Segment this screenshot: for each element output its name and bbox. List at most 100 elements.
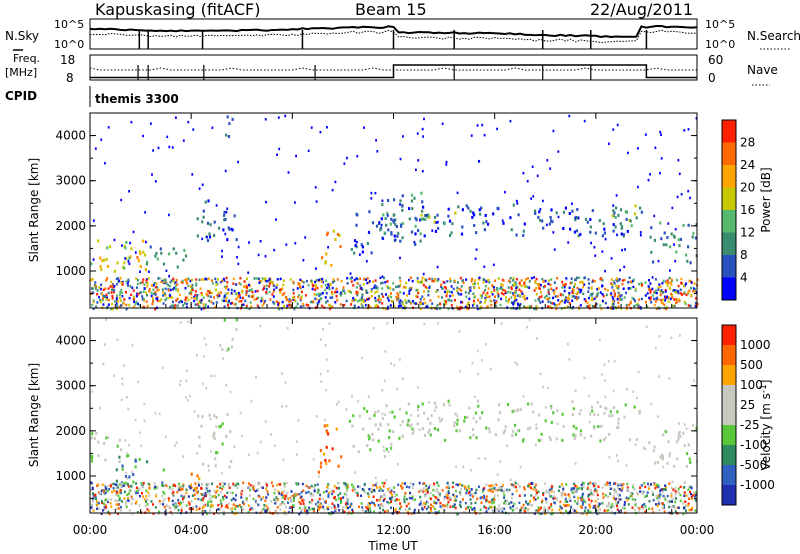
- velocity-near-cell: [204, 503, 207, 507]
- power-cell: [485, 220, 488, 224]
- power-near-cell: [416, 280, 419, 283]
- power-near-cell: [171, 296, 174, 299]
- velocity-near-cell: [154, 506, 157, 509]
- power-near-cell: [340, 279, 343, 283]
- power-near-cell: [374, 299, 377, 303]
- velocity-near-cell: [587, 486, 589, 490]
- velocity-near-cell: [663, 503, 665, 507]
- velocity-near-cell: [442, 504, 445, 507]
- power-cell: [383, 231, 386, 235]
- power-sparse-cell: [470, 134, 473, 137]
- power-near-cell: [578, 276, 580, 279]
- velocity-sparse-cell: [248, 486, 251, 490]
- power-near-cell: [231, 301, 234, 305]
- power-sparse-cell: [349, 272, 352, 275]
- power-cell: [602, 222, 605, 226]
- power-near-cell: [133, 305, 136, 308]
- velocity-near-cell: [519, 508, 522, 512]
- power-near-cell: [139, 291, 142, 295]
- velocity-near-cell: [604, 494, 607, 497]
- power-near-cell: [265, 290, 268, 294]
- velocity-cell: [215, 415, 218, 419]
- power-near-cell: [335, 295, 338, 298]
- velocity-near-cell: [651, 507, 654, 510]
- velocity-near-cell: [288, 506, 291, 509]
- power-cell: [679, 237, 682, 241]
- power-near-cell: [197, 301, 200, 304]
- power-near-cell: [429, 299, 432, 302]
- power-near-cell: [279, 277, 282, 281]
- power-near-cell: [543, 285, 546, 288]
- power-near-cell: [334, 290, 337, 294]
- velocity-near-cell: [545, 501, 548, 504]
- power-near-cell: [329, 282, 332, 286]
- velocity-sparse-cell: [99, 406, 101, 410]
- velocity-sparse-cell: [189, 394, 191, 398]
- velocity-near-cell: [134, 489, 137, 493]
- power-near-cell: [696, 278, 699, 281]
- velocity-near-cell: [161, 481, 164, 484]
- power-near-cell: [235, 302, 237, 306]
- velocity-near-cell: [529, 500, 532, 503]
- velocity-near-cell: [674, 490, 677, 493]
- velocity-sparse-cell: [534, 443, 537, 446]
- power-cell: [542, 226, 545, 230]
- power-sparse-cell: [225, 210, 228, 214]
- power-sparse-cell: [168, 274, 170, 278]
- power-near-cell: [530, 305, 533, 308]
- velocity-near-cell: [258, 481, 261, 485]
- power-sparse-cell: [168, 145, 171, 149]
- power-near-cell: [116, 300, 119, 303]
- power-near-cell: [152, 300, 154, 303]
- power-near-cell: [238, 281, 241, 285]
- velocity-near-cell: [274, 488, 277, 491]
- velocity-cell: [423, 433, 427, 437]
- velocity-sparse-cell: [658, 375, 660, 378]
- power-near-cell: [446, 292, 449, 295]
- power-near-cell: [445, 300, 447, 303]
- velocity-sparse-cell: [477, 457, 480, 460]
- power-near-cell: [419, 307, 422, 310]
- velocity-near-cell: [433, 507, 436, 511]
- velocity-near-cell: [654, 486, 657, 490]
- power-near-cell: [547, 291, 550, 294]
- velocity-near-cell: [678, 491, 680, 495]
- velocity-near-cell: [429, 507, 432, 510]
- velocity-near-cell: [349, 503, 352, 507]
- power-near-cell: [104, 287, 107, 290]
- velocity-near-cell: [683, 494, 686, 497]
- power-near-cell: [512, 301, 515, 305]
- velocity-near-cell: [370, 487, 373, 491]
- velocity-near-cell: [245, 499, 248, 502]
- power-near-cell: [560, 307, 563, 310]
- power-near-cell: [564, 283, 567, 286]
- power-near-cell: [677, 291, 680, 295]
- velocity-near-cell: [670, 492, 673, 495]
- velocity-near-cell: [447, 484, 450, 488]
- velocity-near-cell: [108, 488, 111, 491]
- velocity-near-cell: [346, 487, 349, 491]
- time-tick-label: 16:00: [477, 523, 512, 537]
- power-near-cell: [143, 287, 146, 290]
- power-near-cell: [499, 303, 502, 307]
- velocity-near-cell: [618, 494, 621, 497]
- velocity-near-cell: [622, 483, 625, 486]
- velocity-near-cell: [562, 485, 564, 489]
- power-sparse-cell: [563, 285, 566, 289]
- power-near-cell: [563, 283, 566, 287]
- velocity-near-cell: [576, 488, 579, 491]
- velocity-cell: [201, 415, 204, 419]
- power-near-cell: [471, 277, 474, 281]
- velocity-sparse-cell: [522, 395, 525, 398]
- velocity-near-cell: [617, 499, 620, 502]
- velocity-sparse-cell: [544, 406, 547, 409]
- velocity-cell: [213, 414, 216, 418]
- power-cell: [523, 222, 526, 226]
- velocity-near-cell: [206, 485, 209, 488]
- velocity-near-cell: [312, 494, 315, 497]
- velocity-near-cell: [594, 504, 597, 508]
- velocity-near-cell: [185, 504, 188, 507]
- velocity-near-cell: [590, 492, 593, 495]
- velocity-near-cell: [322, 507, 325, 511]
- power-near-cell: [123, 298, 126, 301]
